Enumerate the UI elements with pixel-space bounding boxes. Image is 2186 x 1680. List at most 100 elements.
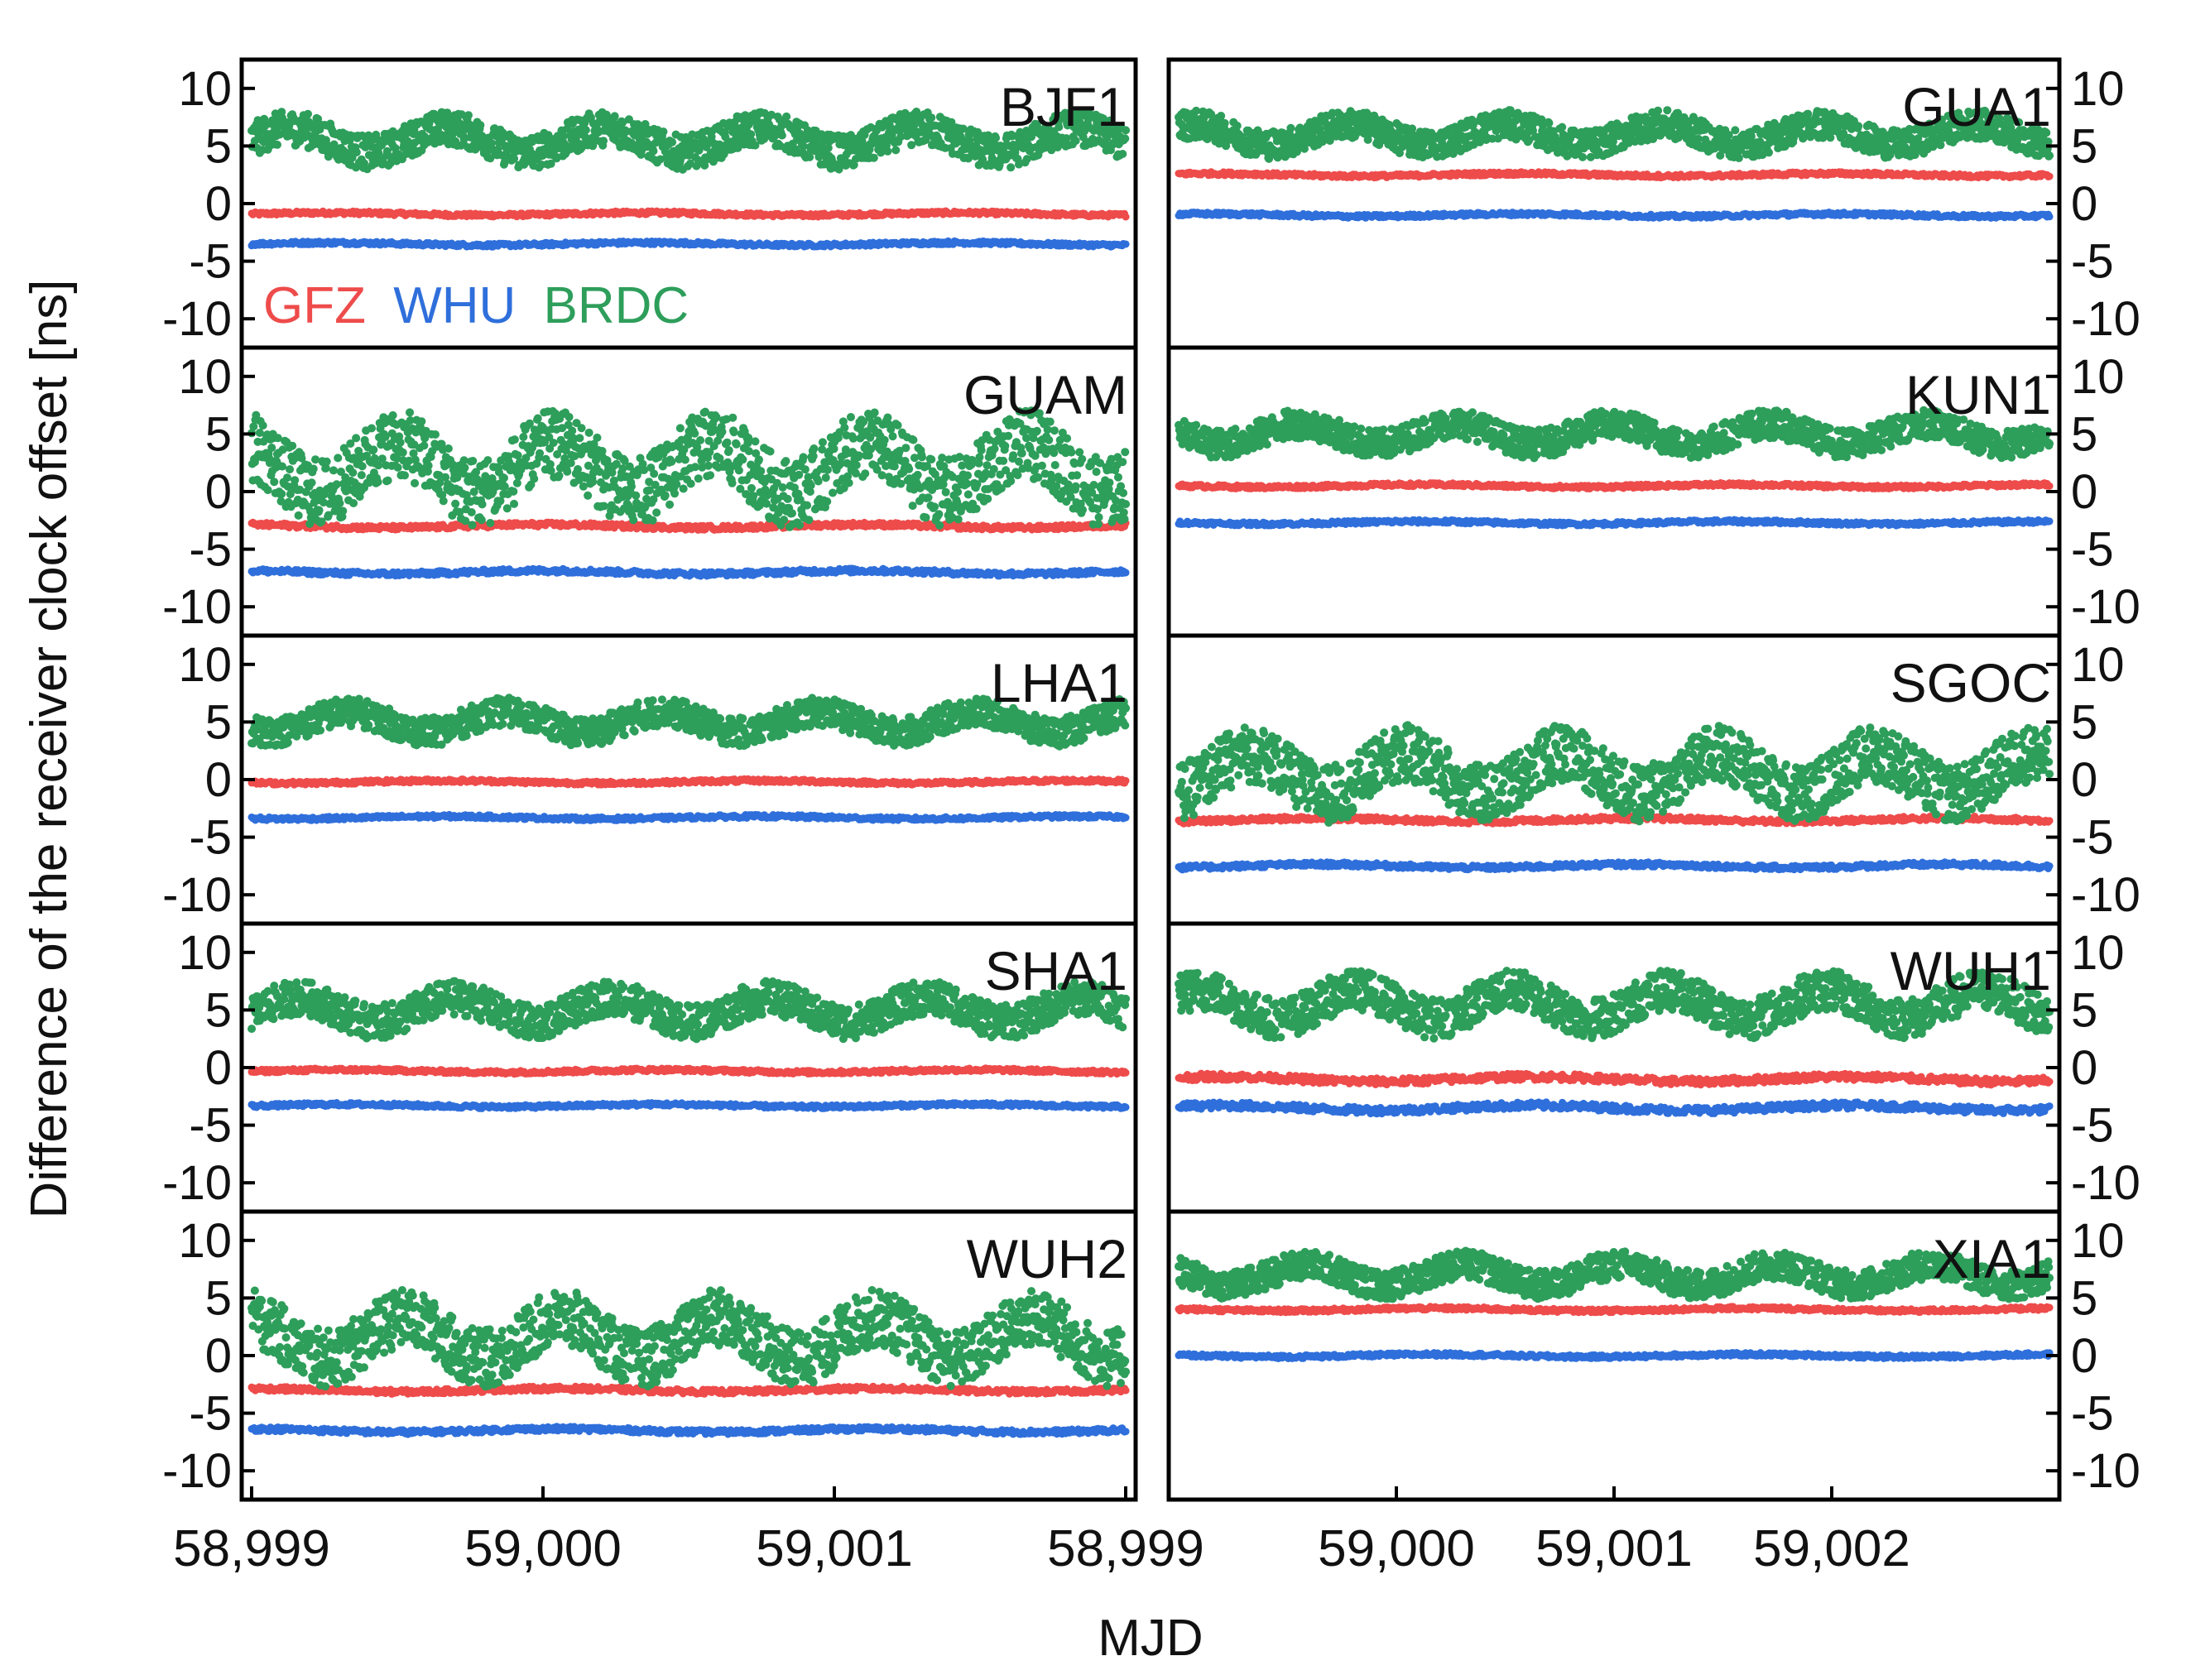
y-tick-label: 10 <box>178 926 232 980</box>
x-tick-label: 59,000 <box>1318 1520 1475 1577</box>
series-gfz-kun1 <box>1175 479 2054 492</box>
y-tick-label: -5 <box>2071 1387 2114 1441</box>
y-tick-label: -5 <box>189 1387 232 1441</box>
series-gfz-wuh2 <box>247 1382 1130 1398</box>
y-tick-label: -10 <box>162 1156 232 1210</box>
y-tick-label: 5 <box>2071 983 2097 1037</box>
y-tick-label: 10 <box>178 1214 232 1268</box>
y-tick-label: -5 <box>189 811 232 865</box>
legend-brdc: BRDC <box>544 277 689 334</box>
series-brdc-sha1 <box>247 977 1131 1044</box>
y-tick-label: -10 <box>2071 868 2140 922</box>
station-label: SGOC <box>1891 652 2051 713</box>
y-tick-label: -10 <box>162 1444 232 1498</box>
y-tick-label: 5 <box>205 983 232 1037</box>
x-tick-label: 59,001 <box>756 1520 913 1577</box>
y-tick-label: 10 <box>2071 638 2125 692</box>
y-tick-label: -5 <box>2071 1099 2114 1153</box>
x-tick-label: 59,001 <box>1535 1520 1693 1577</box>
x-tick-labels: 58,999 59,000 59,001 58,999 59,000 59,001 59,0… <box>173 1486 1910 1577</box>
series-brdc-lha1 <box>247 694 1131 751</box>
y-tick-label: -5 <box>2071 523 2114 577</box>
series-brdc-sgoc <box>1175 721 2054 827</box>
series-whu-sha1 <box>247 1099 1130 1112</box>
series-gfz-wuh1 <box>1175 1069 2054 1089</box>
y-tick-label: -5 <box>2071 811 2114 865</box>
series-whu-gua1 <box>1175 209 2054 222</box>
y-axis-label: Difference of the receiver clock offset … <box>21 280 78 1219</box>
x-tick-label: 58,999 <box>173 1520 330 1577</box>
series-brdc-wuh1 <box>1175 967 2054 1043</box>
station-label: KUN1 <box>1905 364 2051 425</box>
series-whu-sgoc <box>1175 858 2054 874</box>
station-label: WUH2 <box>967 1228 1127 1289</box>
series-brdc-xia1 <box>1175 1246 2054 1303</box>
y-tick-label: 5 <box>2071 407 2097 461</box>
series-gfz-sgoc <box>1175 812 2054 828</box>
y-tick-label: 0 <box>205 465 232 519</box>
y-tick-label: 0 <box>2071 1041 2097 1095</box>
y-tick-label: 5 <box>2071 1271 2097 1325</box>
legend-gfz: GFZ <box>263 277 366 334</box>
y-tick-label: 10 <box>2071 62 2125 116</box>
y-tick-label: 0 <box>2071 177 2097 231</box>
y-tick-label: -10 <box>2071 292 2140 346</box>
y-tick-label: 10 <box>178 638 232 692</box>
y-tick-label: 10 <box>2071 1214 2125 1268</box>
station-label: WUH1 <box>1891 940 2051 1001</box>
y-tick-label: 0 <box>205 177 232 231</box>
y-tick-label: -10 <box>2071 580 2140 634</box>
x-tick-label: 59,000 <box>464 1520 622 1577</box>
y-tick-label: -5 <box>189 1099 232 1153</box>
y-tick-label: 5 <box>2071 119 2097 173</box>
y-tick-label: -5 <box>189 235 232 289</box>
y-tick-label: -5 <box>189 523 232 577</box>
series-gfz-sha1 <box>247 1064 1130 1078</box>
x-axis-label: MJD <box>1098 1610 1203 1667</box>
series-brdc-bjf1 <box>247 108 1131 174</box>
y-tick-label: 0 <box>205 1041 232 1095</box>
series-whu-kun1 <box>1175 516 2054 530</box>
x-tick-label: 58,999 <box>1047 1520 1204 1577</box>
station-label: GUAM <box>963 364 1127 425</box>
series-whu-wuh1 <box>1175 1098 2054 1118</box>
series-whu-bjf1 <box>247 237 1130 251</box>
y-tick-label: -10 <box>162 292 232 346</box>
station-label: GUA1 <box>1902 76 2051 137</box>
y-tick-label: 0 <box>2071 465 2097 519</box>
y-tick-label: 5 <box>205 1271 232 1325</box>
y-tick-label: -5 <box>2071 235 2114 289</box>
series-brdc-gua1 <box>1175 106 2054 163</box>
y-tick-label: 0 <box>2071 753 2097 807</box>
x-tick-label: 59,002 <box>1753 1520 1910 1577</box>
series-gfz-guam <box>247 518 1130 534</box>
y-tick-label: 10 <box>178 62 232 116</box>
y-tick-label: 0 <box>205 1329 232 1383</box>
y-tick-label: 10 <box>2071 350 2125 404</box>
y-tick-label: -10 <box>162 868 232 922</box>
y-tick-label: -10 <box>2071 1156 2140 1210</box>
series-whu-xia1 <box>1175 1349 2054 1362</box>
y-tick-label: 10 <box>178 350 232 404</box>
station-label: SHA1 <box>985 940 1127 1001</box>
station-label: LHA1 <box>991 652 1127 713</box>
y-tick-label: 5 <box>205 695 232 749</box>
series-gfz-lha1 <box>247 775 1130 789</box>
series-gfz-gua1 <box>1175 168 2054 182</box>
series-whu-guam <box>247 564 1130 580</box>
station-label: BJF1 <box>1000 76 1127 137</box>
y-tick-label: 5 <box>2071 695 2097 749</box>
station-label: XIA1 <box>1933 1228 2051 1289</box>
y-tick-label: 10 <box>2071 926 2125 980</box>
y-tick-label: 0 <box>2071 1329 2097 1383</box>
y-tick-label: 5 <box>205 119 232 173</box>
